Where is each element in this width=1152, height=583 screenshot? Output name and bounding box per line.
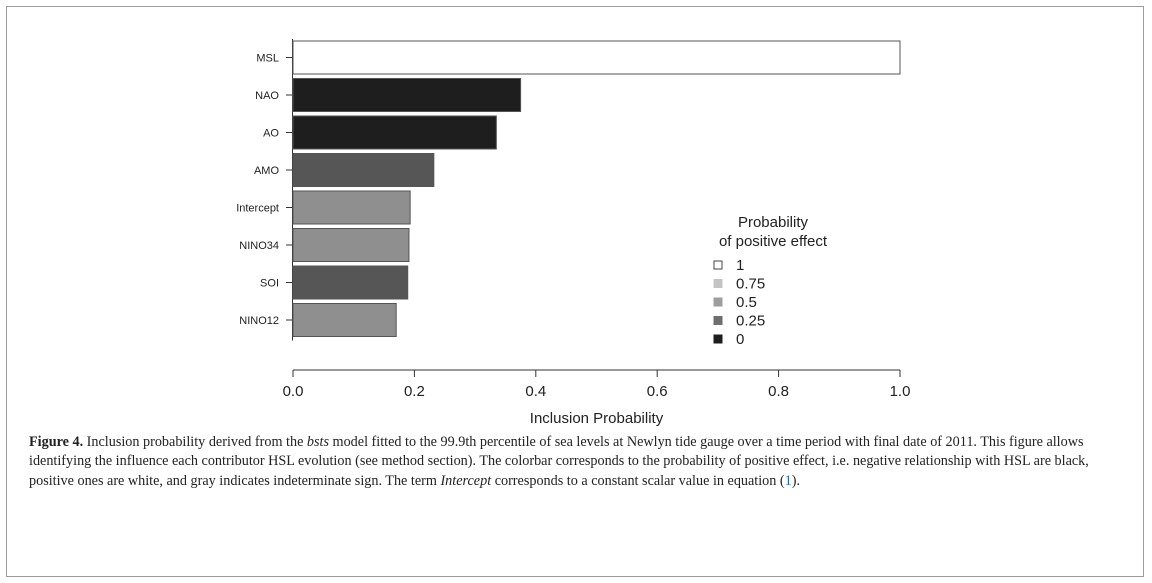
y-tick-label-ao: AO: [263, 128, 279, 140]
figure-caption: Figure 4. Inclusion probability derived …: [29, 433, 1137, 491]
bar-nao: [292, 78, 522, 112]
bar-msl: [292, 40, 901, 75]
y-tick-label-nino34: NINO34: [239, 240, 279, 252]
x-tick-label: 1.0: [890, 383, 911, 400]
y-tick-label-amo: AMO: [254, 165, 280, 177]
bar-soi: [292, 265, 409, 300]
legend-swatch: [713, 260, 723, 270]
legend-label: 0: [736, 331, 744, 348]
legend-label: 0.25: [736, 313, 765, 330]
x-tick-label: 0.4: [525, 383, 546, 400]
bar-intercept: [292, 190, 411, 225]
x-tick-label: 0.0: [283, 383, 304, 400]
inclusion-probability-chart: MSL NAO AO AMO Intercept NINO34 SOI NINO12 0.0 0.…: [236, 39, 911, 427]
equation-link[interactable]: 1: [784, 472, 792, 489]
caption-text-1: Inclusion probability derived from the: [83, 434, 307, 450]
legend-swatch: [713, 279, 723, 288]
legend-swatch: [713, 297, 723, 307]
legend-label: 0.75: [736, 276, 765, 293]
figure-label: Figure 4.: [29, 434, 84, 450]
bar-nino12: [292, 303, 397, 337]
caption-text-3: corresponds to a constant scalar value i…: [491, 472, 785, 489]
figure-frame: MSL NAO AO AMO Intercept NINO34 SOI NINO12 0.0 0.…: [6, 6, 1144, 577]
x-axis-label: Inclusion Probability: [530, 410, 664, 427]
y-tick-label-nao: NAO: [255, 90, 279, 102]
legend-title-line2: of positive effect: [719, 233, 828, 250]
legend-title-line1: Probability: [738, 214, 809, 231]
bar-nino34: [292, 228, 410, 262]
caption-term: Intercept: [440, 472, 492, 489]
legend-label: 1: [736, 257, 744, 274]
caption-model-name: bsts: [306, 434, 329, 450]
legend-swatch: [713, 334, 723, 344]
legend-label: 0.5: [736, 294, 757, 311]
legend-swatch: [713, 316, 723, 325]
x-tick-label: 0.8: [768, 383, 789, 400]
y-tick-label-intercept: Intercept: [236, 203, 279, 215]
y-tick-label-nino12: NINO12: [239, 315, 279, 327]
bar-amo: [292, 153, 435, 187]
caption-text-4: ).: [791, 472, 801, 489]
x-tick-label: 0.2: [404, 383, 425, 400]
bar-ao: [292, 115, 497, 150]
x-tick-label: 0.6: [647, 383, 668, 400]
y-tick-label-msl: MSL: [256, 53, 279, 65]
caption-text-2: model fitted to the 99.9th percentile of…: [29, 434, 1089, 489]
y-tick-label-soi: SOI: [260, 278, 279, 290]
